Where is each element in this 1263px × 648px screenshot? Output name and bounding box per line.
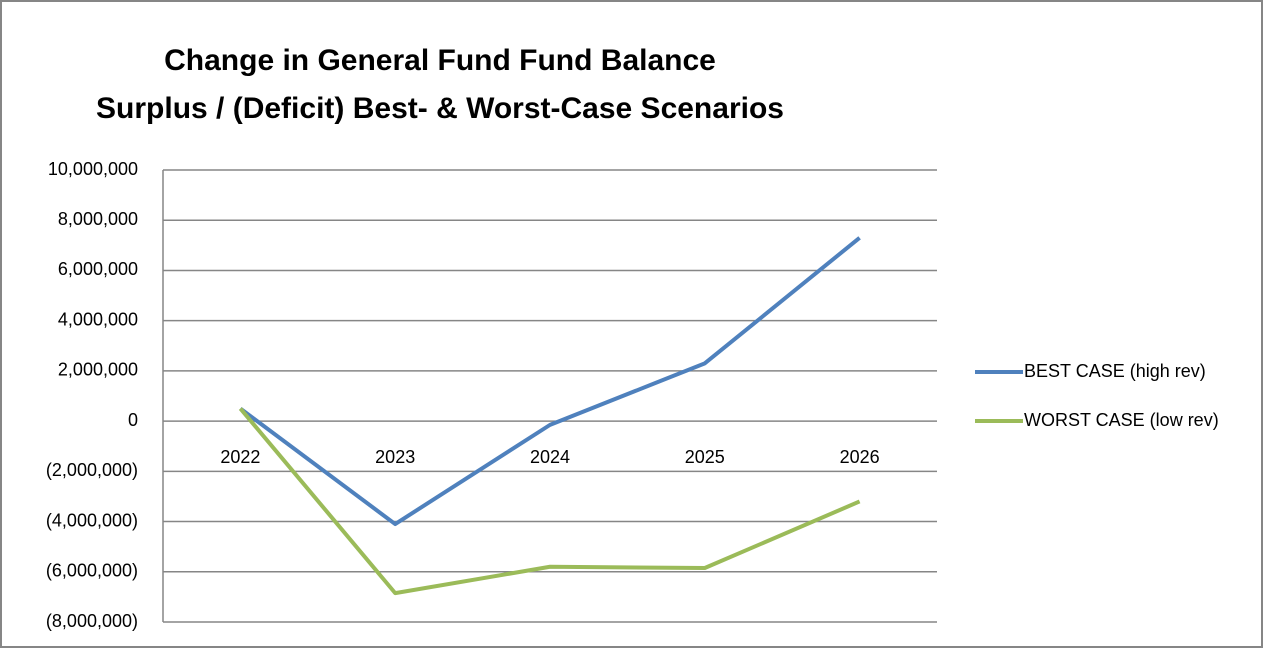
series-line	[239, 236, 861, 527]
y-tick-label: (2,000,000)	[46, 460, 138, 480]
x-tick-label: 2024	[530, 447, 570, 467]
y-tick-label: (4,000,000)	[46, 510, 138, 530]
x-tick-label: 2025	[685, 447, 725, 467]
y-tick-label: 6,000,000	[58, 259, 138, 279]
x-tick-label: 2022	[220, 447, 260, 467]
x-tick-label: 2023	[375, 447, 415, 467]
y-tick-label: 4,000,000	[58, 309, 138, 329]
y-tick-label: 8,000,000	[58, 209, 138, 229]
y-tick-label: (6,000,000)	[46, 561, 138, 581]
y-tick-label: 10,000,000	[48, 159, 138, 179]
chart-subtitle: Surplus / (Deficit) Best- & Worst-Case S…	[96, 92, 784, 125]
chart-title: Change in General Fund Fund Balance	[164, 44, 716, 77]
series-line	[238, 407, 861, 596]
legend-label: BEST CASE (high rev)	[1024, 361, 1206, 381]
y-tick-label: 2,000,000	[58, 360, 138, 380]
x-tick-label: 2026	[840, 447, 880, 467]
y-tick-label: (8,000,000)	[46, 611, 138, 631]
legend-label: WORST CASE (low rev)	[1024, 410, 1219, 430]
y-tick-label: 0	[128, 410, 138, 430]
